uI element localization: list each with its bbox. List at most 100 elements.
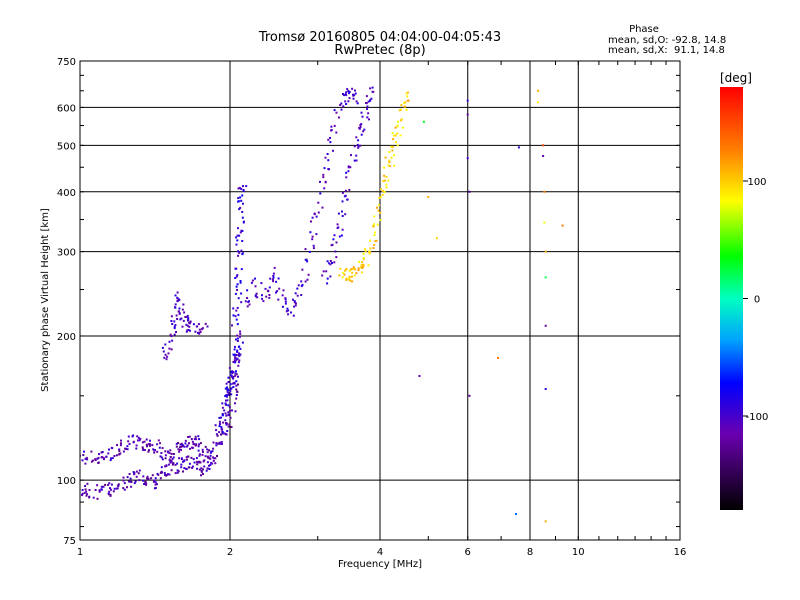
data-point <box>176 471 179 474</box>
chart-subtitle: RwPretec (8p) <box>334 43 425 58</box>
data-point <box>186 324 189 327</box>
data-point <box>197 449 200 452</box>
data-point <box>369 247 372 250</box>
data-point <box>130 481 133 483</box>
data-point <box>200 474 202 477</box>
data-point <box>229 390 232 393</box>
data-point <box>327 168 330 170</box>
data-point <box>225 399 227 402</box>
data-point <box>110 488 112 491</box>
data-point <box>352 97 355 100</box>
data-point <box>435 237 438 240</box>
data-point <box>231 372 234 375</box>
data-point <box>230 370 233 373</box>
data-point <box>153 487 156 490</box>
data-point <box>188 442 190 445</box>
data-point <box>236 239 239 242</box>
data-point <box>406 95 409 98</box>
data-point <box>218 425 221 428</box>
data-point <box>234 372 237 375</box>
data-point <box>232 307 235 310</box>
data-point <box>113 455 116 457</box>
data-point <box>141 441 144 444</box>
data-point <box>300 294 303 296</box>
data-point <box>230 426 233 428</box>
data-point <box>284 302 287 305</box>
data-point <box>362 258 365 261</box>
data-point <box>281 305 284 308</box>
data-point <box>96 497 99 500</box>
data-point <box>169 456 172 458</box>
data-point <box>353 274 356 277</box>
data-point <box>220 443 223 445</box>
data-point <box>175 331 177 333</box>
data-point <box>181 444 184 446</box>
data-point <box>238 355 241 357</box>
data-point <box>385 175 388 178</box>
data-point <box>468 394 471 397</box>
data-point <box>345 171 348 174</box>
data-point <box>340 108 343 111</box>
data-point <box>333 124 336 127</box>
data-point <box>168 473 171 476</box>
data-point <box>235 394 238 396</box>
data-point <box>119 452 122 455</box>
data-point <box>88 489 91 491</box>
data-point <box>107 483 110 486</box>
data-point <box>396 124 399 127</box>
data-point <box>172 453 175 455</box>
data-point <box>246 305 249 308</box>
data-point <box>107 452 110 455</box>
data-point <box>220 426 223 429</box>
y-tick-label: 750 <box>57 57 76 68</box>
data-point <box>113 487 116 490</box>
data-point <box>307 273 310 276</box>
data-point <box>378 197 381 199</box>
data-point <box>133 482 136 485</box>
data-point <box>161 346 164 349</box>
data-point <box>273 266 276 269</box>
data-point <box>187 316 190 319</box>
data-point <box>235 380 238 383</box>
data-point <box>117 483 120 486</box>
data-point <box>176 469 179 472</box>
data-point <box>108 448 110 451</box>
colorbar-label: [deg] <box>720 71 752 85</box>
data-point <box>226 386 228 389</box>
data-point <box>237 227 239 230</box>
data-point <box>236 357 239 360</box>
data-point <box>350 275 353 278</box>
data-point <box>145 482 148 485</box>
data-point <box>293 301 296 304</box>
data-point <box>198 332 200 335</box>
data-point <box>212 459 215 462</box>
data-point <box>160 466 163 469</box>
data-point <box>322 173 325 176</box>
data-point <box>351 271 354 274</box>
data-point <box>354 89 356 92</box>
data-point <box>204 322 207 325</box>
data-point <box>235 275 238 278</box>
data-point <box>359 144 362 147</box>
data-point <box>231 409 233 412</box>
data-point <box>170 452 173 455</box>
data-point <box>227 388 230 391</box>
data-point <box>135 447 138 450</box>
data-point <box>341 228 344 231</box>
data-point <box>123 482 126 485</box>
data-point <box>366 105 369 108</box>
data-point <box>287 309 290 312</box>
data-point <box>184 439 187 442</box>
data-point <box>358 260 360 263</box>
data-point <box>197 461 200 464</box>
data-point <box>264 287 267 290</box>
data-point <box>159 455 162 458</box>
data-point <box>237 250 240 253</box>
data-point <box>102 456 105 459</box>
data-point <box>221 402 224 405</box>
data-point <box>109 459 112 462</box>
data-point <box>171 323 174 325</box>
data-point <box>327 138 330 141</box>
data-point <box>347 90 350 92</box>
data-point <box>342 93 344 95</box>
